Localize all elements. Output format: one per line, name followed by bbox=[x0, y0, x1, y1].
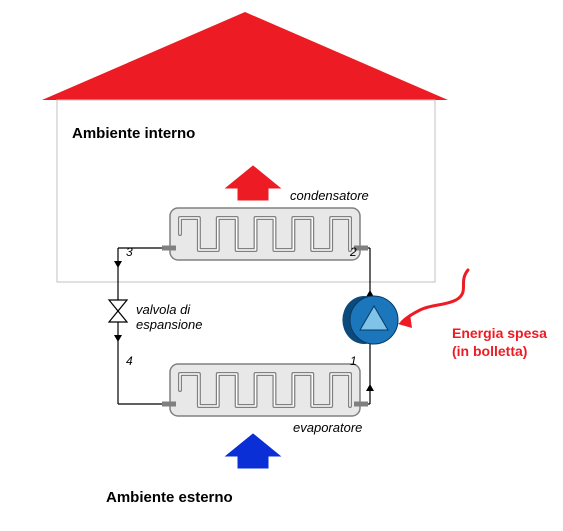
node-4: 4 bbox=[126, 354, 133, 368]
node-1: 1 bbox=[350, 354, 357, 368]
label-ambiente-esterno: Ambiente esterno bbox=[106, 489, 233, 506]
label-valvola-2: espansione bbox=[136, 317, 203, 332]
label-evaporatore: evaporatore bbox=[293, 420, 362, 435]
label-energia-2: (in bolletta) bbox=[452, 343, 527, 359]
label-valvola-1: valvola di bbox=[136, 302, 191, 317]
compressor-icon bbox=[342, 296, 398, 344]
node-3: 3 bbox=[126, 245, 133, 259]
label-ambiente-interno: Ambiente interno bbox=[72, 125, 195, 142]
condenser-coil bbox=[162, 208, 368, 260]
label-energia-1: Energia spesa bbox=[452, 325, 547, 341]
label-condensatore: condensatore bbox=[290, 188, 369, 203]
arrow-cold-icon bbox=[226, 434, 280, 468]
expansion-valve-icon bbox=[109, 300, 127, 322]
evaporator-coil bbox=[162, 364, 368, 416]
roof bbox=[42, 12, 448, 100]
node-2: 2 bbox=[349, 245, 357, 259]
